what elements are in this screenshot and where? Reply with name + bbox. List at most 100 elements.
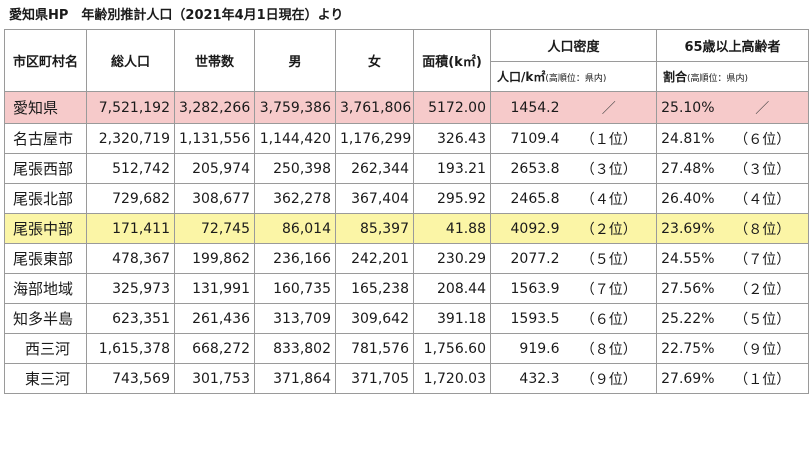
header-size: 面積(k㎡): [413, 29, 491, 92]
cell-density-rank: （７位）: [561, 273, 658, 304]
cell-area: 295.92: [413, 183, 491, 214]
row-name: 名古屋市: [4, 123, 87, 154]
table-row: 尾張中部 171,411 72,745 86,014 85,397 41.88 …: [4, 213, 809, 244]
row-name: 東三河: [4, 363, 87, 394]
cell-elderly-rank: （６位）: [716, 123, 809, 154]
cell-density: 7109.4: [490, 123, 562, 154]
cell-households: 131,991: [174, 273, 255, 304]
cell-density-rank: （２位）: [561, 213, 658, 244]
cell-total: 623,351: [86, 303, 175, 334]
cell-female: 85,397: [335, 213, 414, 244]
cell-density-rank: （９位）: [561, 363, 658, 394]
elderly-rank-note: (高順位：県内): [687, 74, 749, 84]
cell-density: 432.3: [490, 363, 562, 394]
cell-female: 781,576: [335, 333, 414, 364]
cell-area: 5172.00: [413, 91, 491, 124]
cell-density: 919.6: [490, 333, 562, 364]
cell-total: 478,367: [86, 243, 175, 274]
cell-area: 41.88: [413, 213, 491, 244]
cell-total: 7,521,192: [86, 91, 175, 124]
cell-elderly-rank: （５位）: [716, 303, 809, 334]
table-row: 海部地域 325,973 131,991 160,735 165,238 208…: [4, 273, 809, 304]
cell-area: 230.29: [413, 243, 491, 274]
cell-total: 325,973: [86, 273, 175, 304]
cell-density: 2465.8: [490, 183, 562, 214]
cell-elderly-rank: ／: [716, 91, 809, 124]
table-row: 名古屋市 2,320,719 1,131,556 1,144,420 1,176…: [4, 123, 809, 154]
cell-elderly-rank: （９位）: [716, 333, 809, 364]
row-name: 尾張中部: [4, 213, 87, 244]
cell-elderly: 27.69%: [656, 363, 717, 394]
cell-density-rank: （６位）: [561, 303, 658, 334]
cell-female: 367,404: [335, 183, 414, 214]
header-area: 市区町村名: [4, 29, 87, 92]
cell-density-rank: （１位）: [561, 123, 658, 154]
header-households: 世帯数: [174, 29, 255, 92]
cell-density: 1593.5: [490, 303, 562, 334]
cell-male: 833,802: [254, 333, 336, 364]
cell-elderly-rank: （３位）: [716, 153, 809, 184]
cell-total: 171,411: [86, 213, 175, 244]
cell-households: 72,745: [174, 213, 255, 244]
header-density-unit: 人口/k㎡(高順位：県内): [489, 61, 658, 92]
table-caption: 愛知県HP 年齢別推計人口（2021年4月1日現在）より: [9, 8, 344, 23]
cell-elderly-rank: （７位）: [716, 243, 809, 274]
row-name: 尾張北部: [4, 183, 87, 214]
cell-density: 1563.9: [490, 273, 562, 304]
cell-female: 371,705: [335, 363, 414, 394]
header-male: 男: [254, 29, 336, 92]
row-name: 海部地域: [4, 273, 87, 304]
cell-households: 261,436: [174, 303, 255, 334]
cell-elderly: 27.48%: [656, 153, 717, 184]
header-total: 総人口: [86, 29, 175, 92]
header-density-group: 人口密度: [489, 29, 658, 62]
cell-elderly: 22.75%: [656, 333, 717, 364]
cell-total: 2,320,719: [86, 123, 175, 154]
cell-households: 668,272: [174, 333, 255, 364]
cell-elderly: 27.56%: [656, 273, 717, 304]
cell-area: 391.18: [413, 303, 491, 334]
table-row: 知多半島 623,351 261,436 313,709 309,642 391…: [4, 303, 809, 334]
cell-density-rank: ／: [561, 91, 658, 124]
cell-density-rank: （５位）: [561, 243, 658, 274]
cell-male: 313,709: [254, 303, 336, 334]
header-elderly-group: 65歳以上高齢者: [656, 29, 809, 62]
cell-density-rank: （３位）: [561, 153, 658, 184]
cell-female: 165,238: [335, 273, 414, 304]
elderly-unit-label: 割合: [663, 70, 688, 84]
cell-male: 250,398: [254, 153, 336, 184]
cell-elderly-rank: （４位）: [716, 183, 809, 214]
cell-female: 1,176,299: [335, 123, 414, 154]
cell-elderly: 26.40%: [656, 183, 717, 214]
cell-female: 242,201: [335, 243, 414, 274]
table-row: 西三河 1,615,378 668,272 833,802 781,576 1,…: [4, 333, 809, 364]
row-name: 尾張東部: [4, 243, 87, 274]
cell-density: 2077.2: [490, 243, 562, 274]
cell-elderly-rank: （８位）: [716, 213, 809, 244]
cell-elderly-rank: （２位）: [716, 273, 809, 304]
cell-male: 1,144,420: [254, 123, 336, 154]
cell-male: 371,864: [254, 363, 336, 394]
table-row: 愛知県 7,521,192 3,282,266 3,759,386 3,761,…: [4, 91, 809, 124]
density-rank-note: (高順位：県内): [545, 74, 607, 84]
cell-density-rank: （４位）: [561, 183, 658, 214]
cell-male: 236,166: [254, 243, 336, 274]
row-name: 尾張西部: [4, 153, 87, 184]
cell-density: 4092.9: [490, 213, 562, 244]
cell-area: 326.43: [413, 123, 491, 154]
cell-elderly: 23.69%: [656, 213, 717, 244]
cell-female: 3,761,806: [335, 91, 414, 124]
cell-households: 199,862: [174, 243, 255, 274]
cell-female: 262,344: [335, 153, 414, 184]
cell-male: 362,278: [254, 183, 336, 214]
table-row: 尾張北部 729,682 308,677 362,278 367,404 295…: [4, 183, 809, 214]
header-row-top: 市区町村名 総人口 世帯数 男 女 面積(k㎡) 人口密度 65歳以上高齢者: [4, 29, 809, 92]
header-female: 女: [335, 29, 414, 92]
table-row: 東三河 743,569 301,753 371,864 371,705 1,72…: [4, 363, 809, 394]
cell-density: 2653.8: [490, 153, 562, 184]
cell-elderly: 25.10%: [656, 91, 717, 124]
cell-total: 729,682: [86, 183, 175, 214]
cell-elderly: 25.22%: [656, 303, 717, 334]
cell-households: 1,131,556: [174, 123, 255, 154]
cell-density-rank: （８位）: [561, 333, 658, 364]
